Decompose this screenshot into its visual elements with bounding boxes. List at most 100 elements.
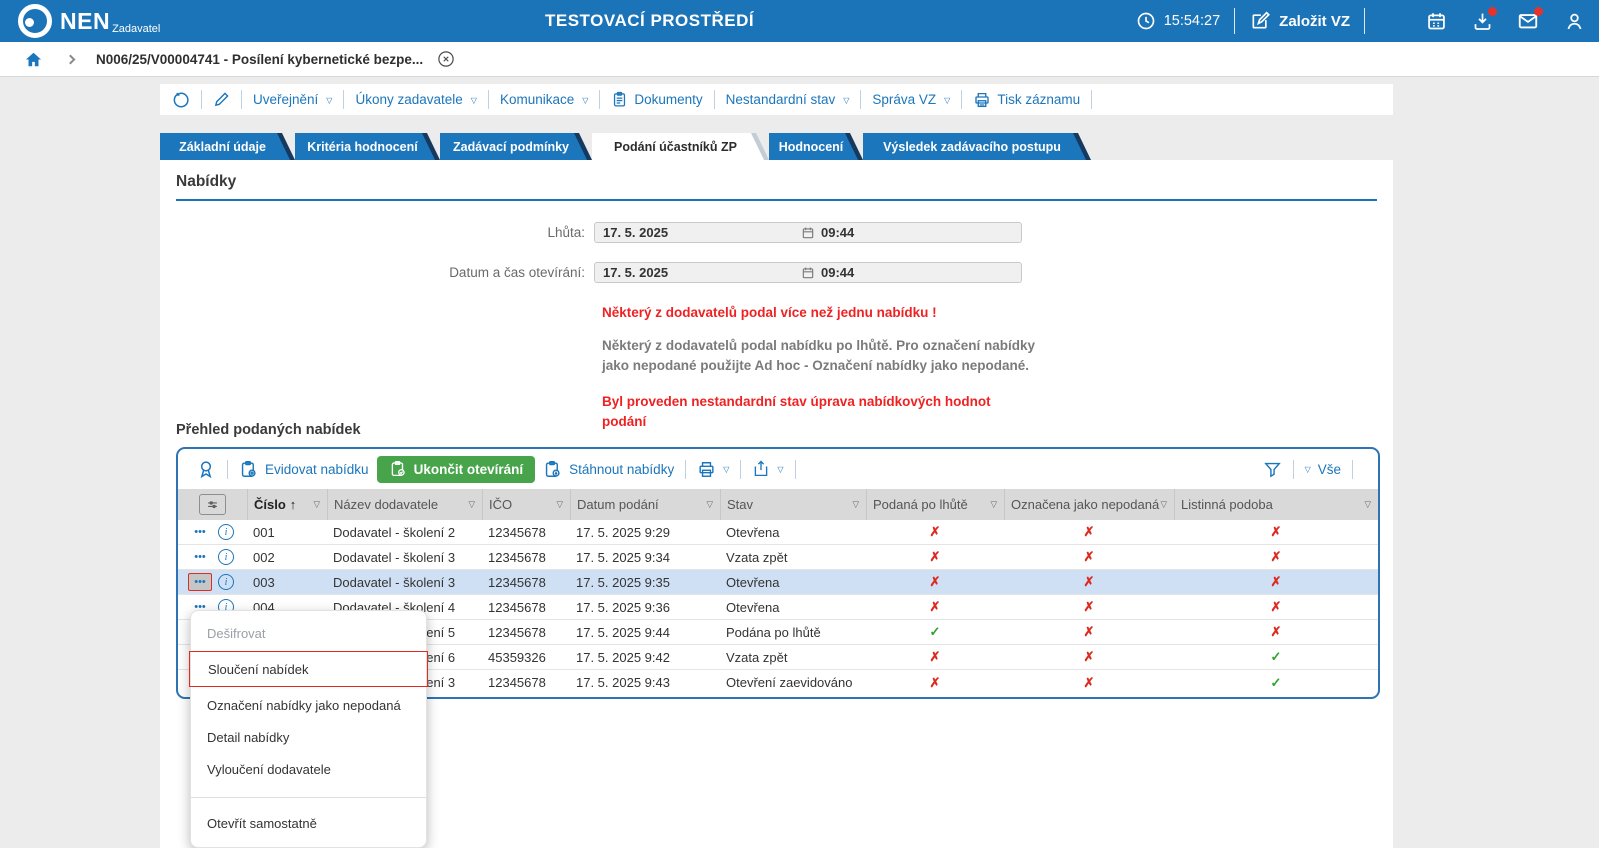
filter-chevron-icon[interactable]: ▽ (1160, 499, 1167, 510)
export-button[interactable]: ▽ (752, 460, 783, 478)
breadcrumb-close-icon[interactable] (437, 50, 455, 68)
cell-podana-po-lhute: ✓ (866, 624, 1004, 640)
chevron-down-icon: ▽ (471, 96, 477, 105)
table-title: Přehled podaných nabídek (176, 422, 361, 438)
header-datum-podani[interactable]: Datum podání▽ (570, 489, 720, 520)
row-actions-icon[interactable] (188, 548, 212, 566)
filter-scope-select[interactable]: ▽ Vše (1305, 462, 1341, 477)
header-podana-po-lhute[interactable]: Podaná po lhůtě▽ (866, 489, 1004, 520)
cell-stav: Otevřena (720, 525, 866, 540)
warning-multiple-bids: Některý z dodavatelů podal více než jedn… (602, 303, 1038, 323)
history-button[interactable] (172, 91, 190, 109)
table-row[interactable]: 001 Dodavatel - školení 2 12345678 17. 5… (178, 520, 1378, 545)
komunikace-menu[interactable]: Komunikace▽ (500, 92, 588, 107)
brand-subtitle: Zadavatel (112, 23, 160, 35)
column-settings-header[interactable] (178, 489, 247, 520)
context-menu-item[interactable]: Označení nabídky jako nepodaná (191, 689, 426, 721)
row-info-icon[interactable] (218, 524, 234, 540)
tab[interactable]: Kritéria hodnocení (295, 133, 440, 160)
dokumenty-button[interactable]: Dokumenty (611, 91, 702, 108)
chevron-down-icon: ▽ (326, 96, 332, 105)
filter-icon[interactable] (1263, 460, 1282, 479)
divider (860, 90, 861, 109)
cell-stav: Otevření zaevidováno (720, 675, 866, 690)
header-ico[interactable]: IČO▽ (482, 489, 570, 520)
filter-chevron-icon[interactable]: ▽ (990, 499, 997, 510)
header-cislo[interactable]: Číslo▽ (247, 489, 327, 520)
ukoncit-oteviranie-button[interactable]: Ukončit otevírání (377, 456, 536, 483)
filter-chevron-icon[interactable]: ▽ (1364, 499, 1371, 510)
lhuta-time-value: 09:44 (821, 225, 854, 240)
header-stav[interactable]: Stav▽ (720, 489, 866, 520)
divider (488, 90, 489, 109)
print-table-button[interactable]: ▽ (697, 460, 729, 479)
create-vz-button[interactable]: Založit VZ (1279, 13, 1350, 30)
header-listinna-podoba[interactable]: Listinná podoba▽ (1174, 489, 1378, 520)
stahnout-nabidky-button[interactable]: Stáhnout nabídky (543, 460, 674, 479)
tab[interactable]: Podání účastníků ZP (592, 133, 769, 160)
context-menu-item[interactable]: Sloučení nabídek (189, 651, 428, 687)
cell-oznacena-nepodana: ✗ (1004, 599, 1174, 615)
create-vz-icon[interactable] (1249, 10, 1271, 32)
header-nazev-dodavatele[interactable]: Název dodavatele▽ (327, 489, 482, 520)
filter-chevron-icon[interactable]: ▽ (313, 499, 320, 510)
tab[interactable]: Hodnocení (769, 133, 863, 160)
filter-chevron-icon[interactable]: ▽ (468, 499, 475, 510)
cell-stav: Otevřena (720, 600, 866, 615)
uverejneni-menu[interactable]: Uveřejnění▽ (253, 92, 332, 107)
title-rule (176, 199, 1377, 201)
cell-ico: 12345678 (482, 575, 570, 590)
divider (1234, 8, 1235, 34)
calendar-icon[interactable] (1425, 10, 1447, 32)
award-ribbon-icon[interactable] (196, 459, 216, 479)
edit-button[interactable] (213, 91, 230, 108)
sprava-vz-menu[interactable]: Správa VZ▽ (872, 92, 950, 107)
downloads-icon[interactable] (1471, 10, 1493, 32)
divider (1352, 460, 1353, 479)
tisk-zaznamu-button[interactable]: Tisk záznamu (973, 91, 1080, 109)
filter-chevron-icon[interactable]: ▽ (556, 499, 563, 510)
cell-listinna-podoba: ✗ (1174, 599, 1378, 615)
chevron-down-icon: ▽ (723, 465, 729, 474)
row-info-icon[interactable] (218, 549, 234, 565)
cell-nazev: Dodavatel - školení 2 (327, 525, 482, 540)
cell-oznacena-nepodana: ✗ (1004, 549, 1174, 565)
header-oznacena-jako-nepodana[interactable]: Označena jako nepodaná▽ (1004, 489, 1174, 520)
filter-chevron-icon[interactable]: ▽ (852, 499, 859, 510)
cell-podana-po-lhute: ✗ (866, 599, 1004, 615)
cell-ico: 12345678 (482, 525, 570, 540)
messages-icon[interactable] (1517, 10, 1539, 32)
menu-icon[interactable] (1379, 10, 1401, 32)
row-info-icon[interactable] (218, 574, 234, 590)
filter-chevron-icon[interactable]: ▽ (706, 499, 713, 510)
context-menu-item[interactable]: Vyloučení dodavatele (191, 753, 426, 785)
home-icon[interactable] (24, 50, 43, 69)
evidovat-nabidku-button[interactable]: Evidovat nabídku (239, 460, 369, 479)
row-actions-icon[interactable] (188, 523, 212, 541)
tab[interactable]: Základní údaje (160, 133, 295, 160)
divider (685, 460, 686, 479)
lhuta-label: Lhůta: (160, 225, 594, 240)
brand[interactable]: NEN Zadavatel (18, 4, 160, 38)
cell-ico: 12345678 (482, 550, 570, 565)
cell-datum: 17. 5. 2025 9:44 (570, 625, 720, 640)
cell-oznacena-nepodana: ✗ (1004, 675, 1174, 691)
row-actions-icon[interactable] (188, 573, 212, 591)
context-menu-item[interactable]: Otevřít samostatně (191, 797, 426, 841)
breadcrumb-item[interactable]: N006/25/V00004741 - Posílení kybernetick… (96, 52, 423, 67)
context-menu-item[interactable]: Dešifrovat (191, 617, 426, 649)
ukony-zadavatele-menu[interactable]: Úkony zadavatele▽ (355, 92, 476, 107)
row-context-menu: DešifrovatSloučení nabídekOznačení nabíd… (190, 610, 427, 848)
tab[interactable]: Zadávací podmínky (440, 133, 592, 160)
user-profile-icon[interactable] (1563, 10, 1585, 32)
lhuta-field[interactable]: 17. 5. 2025 09:44 (594, 222, 1022, 243)
record-tabs: Základní údajeKritéria hodnoceníZadávací… (160, 133, 1091, 160)
cell-datum: 17. 5. 2025 9:29 (570, 525, 720, 540)
cell-podana-po-lhute: ✗ (866, 524, 1004, 540)
table-row[interactable]: 002 Dodavatel - školení 3 12345678 17. 5… (178, 545, 1378, 570)
context-menu-item[interactable]: Detail nabídky (191, 721, 426, 753)
nestandardni-stav-menu[interactable]: Nestandardní stav▽ (726, 92, 850, 107)
table-row[interactable]: 003 Dodavatel - školení 3 12345678 17. 5… (178, 570, 1378, 595)
tab[interactable]: Výsledek zadávacího postupu (863, 133, 1091, 160)
otevirani-field[interactable]: 17. 5. 2025 09:44 (594, 262, 1022, 283)
